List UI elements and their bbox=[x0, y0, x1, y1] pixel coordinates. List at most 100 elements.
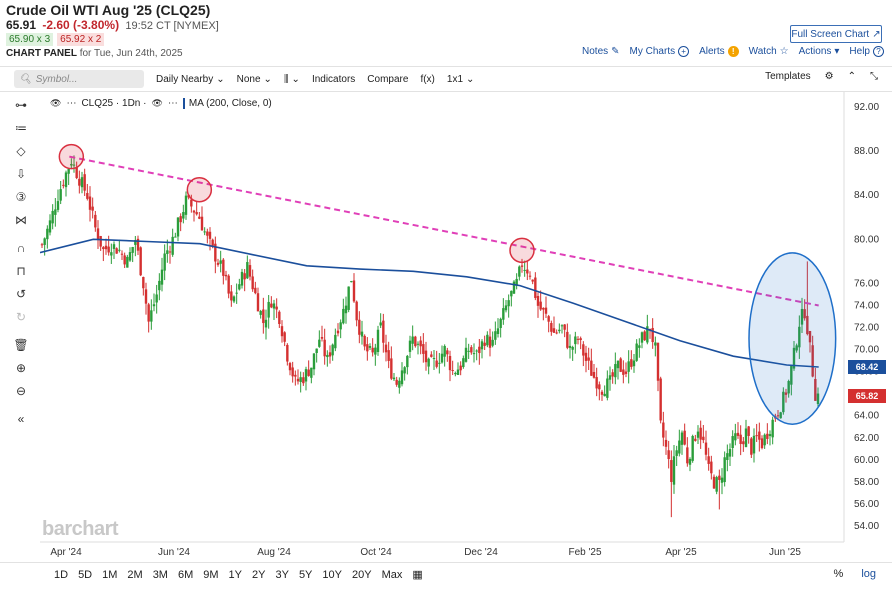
y-tick-label: 58.00 bbox=[854, 477, 879, 488]
candle-body bbox=[176, 217, 180, 237]
symbol-search[interactable]: 🔍︎ Symbol... bbox=[14, 70, 144, 88]
candle-body bbox=[48, 220, 52, 233]
candle-body bbox=[294, 374, 297, 377]
candle-body bbox=[152, 304, 156, 307]
candle-body bbox=[88, 196, 92, 210]
none-dropdown[interactable]: None ⌄ bbox=[237, 74, 272, 85]
range-5d[interactable]: 5D bbox=[78, 568, 93, 581]
candle-body bbox=[224, 274, 228, 277]
search-icon: 🔍︎ bbox=[19, 73, 32, 85]
candle-body bbox=[432, 358, 436, 360]
candle-body bbox=[427, 358, 430, 367]
range-max[interactable]: Max bbox=[381, 568, 403, 581]
range-9m[interactable]: 9M bbox=[203, 568, 219, 581]
my-charts-link[interactable]: My Charts + bbox=[630, 46, 690, 57]
undo-icon[interactable]: ↺ bbox=[15, 287, 27, 301]
range-2y[interactable]: 2Y bbox=[252, 568, 266, 581]
candle-body bbox=[302, 377, 305, 384]
zoom-out-icon[interactable]: ⊖ bbox=[15, 384, 27, 398]
collapse-up-icon[interactable]: ⌃ bbox=[847, 71, 856, 82]
candle-body bbox=[83, 174, 86, 191]
more-icon[interactable]: ⋯ bbox=[167, 98, 178, 109]
candle-body bbox=[382, 320, 385, 343]
range-2m[interactable]: 2M bbox=[127, 568, 143, 581]
eye-icon[interactable]: 👁︎ bbox=[50, 98, 62, 108]
price-chart[interactable]: 92.00 88.00 84.00 80.00 76.00 74.00 72.00 70.00… bbox=[40, 92, 892, 560]
crosshair-tool-icon[interactable]: ⊶ bbox=[15, 98, 27, 112]
candle-body bbox=[118, 249, 121, 251]
fx-button[interactable]: f(x) bbox=[420, 73, 435, 85]
candle-body bbox=[67, 168, 70, 174]
expand-icon[interactable]: ⤡ bbox=[870, 71, 878, 82]
candle-body bbox=[739, 434, 742, 444]
log-toggle[interactable]: log bbox=[861, 568, 876, 580]
lock-icon[interactable]: ⊓ bbox=[16, 264, 26, 278]
candle-body bbox=[347, 286, 350, 310]
candle-body bbox=[136, 238, 140, 251]
candle-body bbox=[403, 367, 406, 374]
candle-body bbox=[614, 364, 617, 378]
range-1m[interactable]: 1M bbox=[102, 568, 118, 581]
indicators-button[interactable]: Indicators bbox=[311, 73, 356, 85]
range-1y[interactable]: 1Y bbox=[228, 568, 242, 581]
actions-menu[interactable]: Actions ▾ bbox=[799, 46, 840, 57]
candle-body bbox=[619, 358, 622, 372]
candle-body bbox=[734, 433, 737, 441]
counter-tool-icon[interactable]: ③ bbox=[15, 190, 27, 204]
candle-body bbox=[86, 192, 89, 199]
compare-button[interactable]: Compare bbox=[367, 73, 409, 85]
full-screen-chart-button[interactable]: Full Screen Chart ↗ bbox=[790, 25, 882, 43]
range-bar: 1D 5D 1M 2M 3M 6M 9M 1Y 2Y 3Y 5Y 10Y 20Y Max ▦ % log bbox=[0, 562, 892, 586]
eye-icon[interactable]: 👁︎ bbox=[151, 98, 163, 108]
alerts-link[interactable]: Alerts! bbox=[699, 46, 739, 57]
layout-dropdown[interactable]: 1x1 ⌄ bbox=[447, 74, 475, 85]
chart-type-dropdown[interactable]: ⫼ ⌄ bbox=[284, 74, 300, 85]
candle-body bbox=[526, 269, 529, 274]
range-3m[interactable]: 3M bbox=[152, 568, 168, 581]
candle-body bbox=[72, 164, 76, 166]
resistance-trendline bbox=[69, 155, 819, 307]
collapse-left-icon[interactable]: « bbox=[17, 412, 25, 426]
range-10y[interactable]: 10Y bbox=[322, 568, 342, 581]
candle-body bbox=[635, 343, 638, 361]
magnet-icon[interactable]: ∩ bbox=[16, 241, 26, 255]
candle-body bbox=[430, 354, 433, 357]
notes-link[interactable]: Notes ✎ bbox=[582, 46, 620, 57]
candle-body bbox=[283, 332, 286, 342]
list-lines-tool-icon[interactable]: ≔ bbox=[15, 121, 27, 135]
shapes-tool-icon[interactable]: ◇ bbox=[16, 144, 26, 158]
range-20y[interactable]: 20Y bbox=[351, 568, 372, 581]
templates-button[interactable]: Templates bbox=[765, 71, 811, 82]
more-icon[interactable]: ⋯ bbox=[66, 98, 77, 109]
redo-icon[interactable]: ↻ bbox=[15, 310, 27, 324]
measure-tool-icon[interactable]: ⋈ bbox=[15, 213, 27, 227]
arrow-down-tool-icon[interactable]: ⇩ bbox=[15, 167, 27, 181]
candle-body bbox=[702, 436, 705, 441]
candle-body bbox=[43, 238, 46, 245]
range-1d[interactable]: 1D bbox=[54, 568, 69, 581]
price-change: -2.60 (-3.80%) bbox=[42, 18, 120, 32]
candle-body bbox=[763, 434, 766, 446]
chart-canvas[interactable]: 92.00 88.00 84.00 80.00 76.00 74.00 72.00 70.00… bbox=[40, 92, 892, 560]
candle-body bbox=[214, 243, 217, 262]
percent-toggle[interactable]: % bbox=[833, 568, 844, 580]
calendar-icon[interactable]: ▦ bbox=[412, 569, 423, 581]
candle-body bbox=[168, 251, 172, 253]
candle-body bbox=[747, 426, 750, 436]
watch-link[interactable]: Watch ☆ bbox=[749, 46, 789, 57]
range-3y[interactable]: 3Y bbox=[275, 568, 289, 581]
gear-icon[interactable]: ⚙ bbox=[824, 71, 834, 82]
candle-body bbox=[616, 360, 620, 369]
candle-body bbox=[518, 266, 521, 277]
candle-body bbox=[603, 393, 606, 397]
trash-icon[interactable]: 🗑︎ bbox=[13, 338, 29, 352]
zoom-in-icon[interactable]: ⊕ bbox=[15, 361, 27, 375]
help-link[interactable]: Help? bbox=[849, 46, 884, 57]
candle-body bbox=[560, 325, 564, 327]
candle-body bbox=[750, 438, 753, 455]
range-6m[interactable]: 6M bbox=[177, 568, 194, 581]
candle-body bbox=[56, 201, 60, 210]
range-5y[interactable]: 5Y bbox=[298, 568, 313, 581]
interval-dropdown[interactable]: Daily Nearby ⌄ bbox=[156, 74, 225, 85]
ask-quote: 65.92 x 2 bbox=[57, 33, 105, 46]
